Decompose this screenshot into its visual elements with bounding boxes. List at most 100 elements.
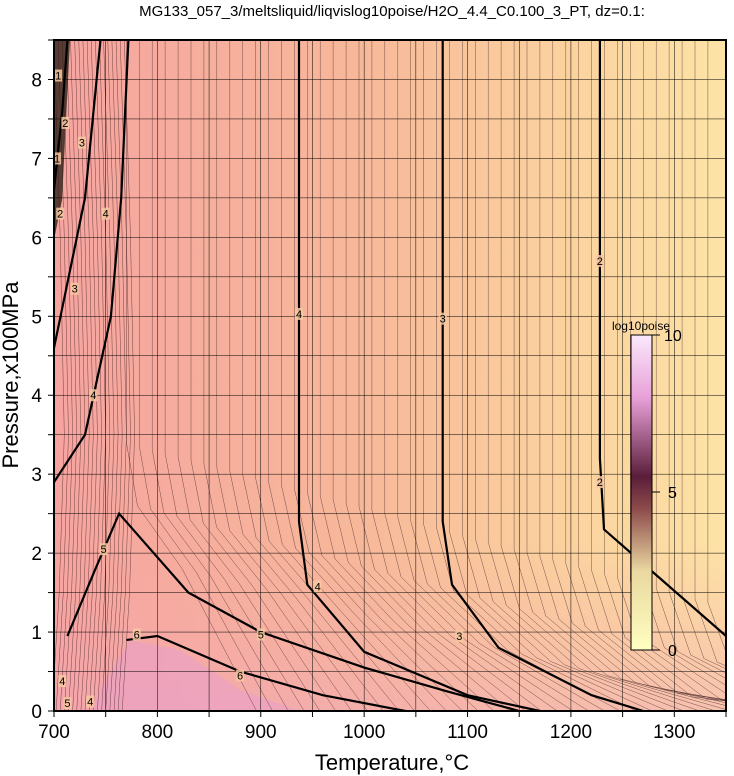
thin-contour-line [268,40,431,711]
contour-label-background [70,282,79,295]
contour-label: 3 [456,631,462,643]
contour-label-background [132,628,141,641]
contour-label: 2 [597,256,603,268]
contour-line-5 [66,511,520,711]
thin-contour-line [371,40,558,711]
contour-label: 4 [315,581,321,593]
x-tick-label: 800 [142,722,174,743]
contour-label-background [86,695,95,708]
contour-label-background [438,312,447,325]
contour-line-2 [598,40,726,637]
contour-label-background [236,669,245,682]
contour-label-background [56,207,65,220]
thin-contour-line [203,40,352,711]
contour-line-4 [297,40,541,711]
contour-label-background [101,207,110,220]
contour-label: 5 [258,629,264,641]
thin-contour-line [281,40,447,711]
contour-label-background [256,628,265,641]
x-axis-label: Temperature,°C [315,750,469,775]
y-tick-label: 4 [31,386,42,407]
thin-contour-line [126,40,257,711]
thin-contour-line [449,40,653,711]
y-axis: 0 1 2 3 4 5 6 7 8 [31,39,54,723]
contour-label: 1 [54,153,60,165]
contour-label: 3 [72,284,78,296]
colorbar-gradient [630,334,653,651]
contour-label: 1 [55,71,61,83]
x-tick-label: 700 [38,722,70,743]
x-tick-label: 900 [245,722,277,743]
thin-contour-line [139,40,273,711]
y-tick-label: 0 [31,702,42,723]
contour-label-background [61,116,70,129]
contour-label-background [595,255,604,268]
thin-contour-line [242,40,400,711]
chart-title: MG133_057_3/meltsliquid/liqvislog10poise… [139,3,645,20]
contour-label-background [77,136,86,149]
y-tick-label: 2 [31,544,42,565]
thin-contour-line [164,40,305,711]
y-tick-label: 3 [31,465,42,486]
thin-contour-line [229,40,384,711]
x-tick-label: 1100 [447,722,488,743]
contour-label-background [89,389,98,402]
contour-label-background [295,307,304,320]
contour-label: 4 [103,209,109,221]
thin-contour-line [513,40,726,710]
colorbar-tick-label: 5 [668,485,677,502]
y-tick-label: 5 [31,307,42,328]
thin-contour-line [475,40,684,711]
contour-label-background [63,697,72,710]
contour-label: 6 [237,670,243,682]
thin-contour-line [526,40,726,706]
thin-contour-line [694,40,726,667]
thin-contour-line [151,40,289,711]
thin-contour-line [655,40,726,679]
colorbar-tick-label: 10 [664,328,682,345]
y-tick-label: 6 [31,228,42,249]
thin-contour-line [190,40,336,711]
contour-label: 4 [296,309,302,321]
contour-line-3 [54,40,102,349]
plot-frame [53,39,727,712]
thin-contour-line [345,40,526,711]
colorbar: log10poise 0 5 10 [612,319,682,660]
thin-contour-line [216,40,368,711]
contour-label-background [455,630,464,643]
thin-contour-line [358,40,542,711]
contour-line-4 [54,40,130,483]
thin-contour-line [436,40,637,711]
thin-contour-line [332,40,510,711]
thin-contour-line [668,40,726,674]
contour-label: 5 [101,544,107,556]
labeled-contours [54,40,726,711]
colorbar-title: log10poise [612,319,670,333]
contour-label: 2 [62,118,68,130]
thin-contour-line [410,40,605,711]
contour-label: 2 [57,209,63,221]
x-tick-label: 1300 [653,722,695,743]
plot-background-overlay [54,40,726,711]
contour-label-background [54,152,62,165]
y-tick-label: 8 [31,70,42,91]
contour-label-background [58,675,67,688]
contour-label: 2 [597,477,603,489]
x-tick-label: 1200 [550,722,592,743]
thin-contour-line [604,40,726,702]
contour-label: 4 [87,697,93,709]
high-viscosity-region [92,640,300,711]
x-tick-label: 1000 [343,722,385,743]
thin-contour-line [487,40,700,711]
thin-contour-line [462,40,668,711]
contour-label-background [99,543,108,556]
y-tick-label: 7 [31,149,42,170]
contour-label: 3 [79,138,85,150]
contour-label: 3 [440,314,446,326]
colorbar-tick-label: 0 [668,643,677,660]
thin-contour-line [177,40,321,711]
contour-label: 5 [64,698,70,710]
thin-contour-line [591,40,726,701]
